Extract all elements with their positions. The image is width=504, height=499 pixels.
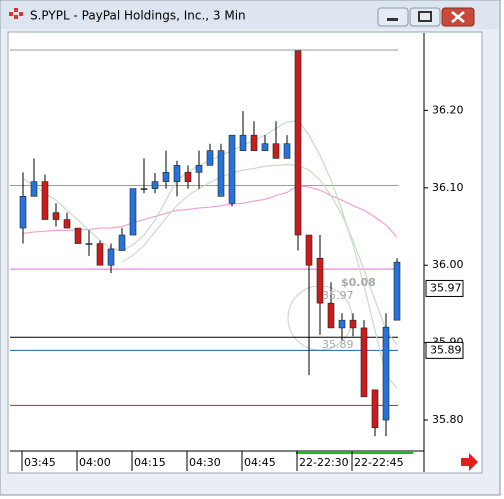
maximize-button[interactable] — [409, 7, 441, 27]
candle-body — [195, 165, 203, 173]
candle-body — [162, 172, 170, 182]
candle-body — [393, 261, 401, 321]
price-label-box — [425, 279, 464, 297]
candle-body — [239, 134, 247, 151]
app-icon — [9, 8, 23, 19]
candle-body — [85, 243, 93, 245]
x-tick-label: 04:45 — [244, 456, 276, 469]
candle-body — [140, 188, 148, 190]
candle-body — [173, 165, 181, 182]
y-tick-label: 35.80 — [432, 413, 464, 426]
candle-body — [283, 143, 291, 159]
candle-body — [151, 181, 159, 189]
candle-body — [30, 181, 38, 197]
y-tick-label: 36.10 — [432, 181, 464, 194]
candle-body — [19, 196, 27, 229]
candle-body — [294, 50, 302, 236]
candle-body — [261, 143, 269, 151]
candle-body — [327, 302, 335, 329]
chart-area — [7, 31, 483, 474]
candle-body — [118, 234, 126, 251]
window-title: S.PYPL - PayPal Holdings, Inc., 3 Min — [30, 9, 246, 23]
candle-body — [41, 181, 49, 220]
candle-body — [107, 248, 115, 266]
x-tick-label: 03:45 — [24, 456, 56, 469]
candle-body — [74, 227, 82, 244]
candle-body — [228, 134, 236, 204]
price-label: 35.97 — [430, 281, 462, 294]
close-button[interactable] — [441, 7, 475, 27]
measure-annotation: $0.08 — [341, 276, 376, 289]
measure-annotation: 35.97 — [322, 289, 354, 302]
candle-body — [184, 172, 192, 182]
minimize-button[interactable] — [377, 7, 409, 27]
x-tick-label: 04:30 — [189, 456, 221, 469]
candle-body — [371, 389, 379, 429]
moving-average — [22, 184, 398, 238]
candle-body — [316, 257, 324, 304]
candle-body — [349, 319, 357, 329]
candle-body — [305, 234, 313, 266]
x-tick-label: 22-22:30 — [299, 456, 349, 469]
candle-body — [382, 326, 390, 421]
scroll-arrow[interactable] — [461, 453, 478, 471]
candle-body — [63, 219, 71, 229]
candle-body — [360, 327, 368, 398]
moving-average — [121, 163, 398, 346]
candle-body — [52, 212, 60, 220]
x-tick-label: 22-22:45 — [354, 456, 404, 469]
candle-body — [129, 188, 137, 236]
candle-body — [206, 150, 214, 166]
y-tick-label: 36.20 — [432, 103, 464, 116]
price-label: 35.89 — [430, 343, 462, 356]
candle-body — [96, 243, 104, 266]
candle-body — [272, 143, 280, 159]
y-tick-label: 36.00 — [432, 258, 464, 271]
candle-body — [217, 150, 225, 197]
candle-body — [338, 319, 346, 329]
candle-body — [250, 134, 258, 151]
x-tick-label: 04:00 — [79, 456, 111, 469]
x-tick-label: 04:15 — [134, 456, 166, 469]
measure-annotation: 35.89 — [322, 338, 354, 351]
session-bar — [296, 451, 413, 454]
price-label-box — [425, 341, 464, 359]
